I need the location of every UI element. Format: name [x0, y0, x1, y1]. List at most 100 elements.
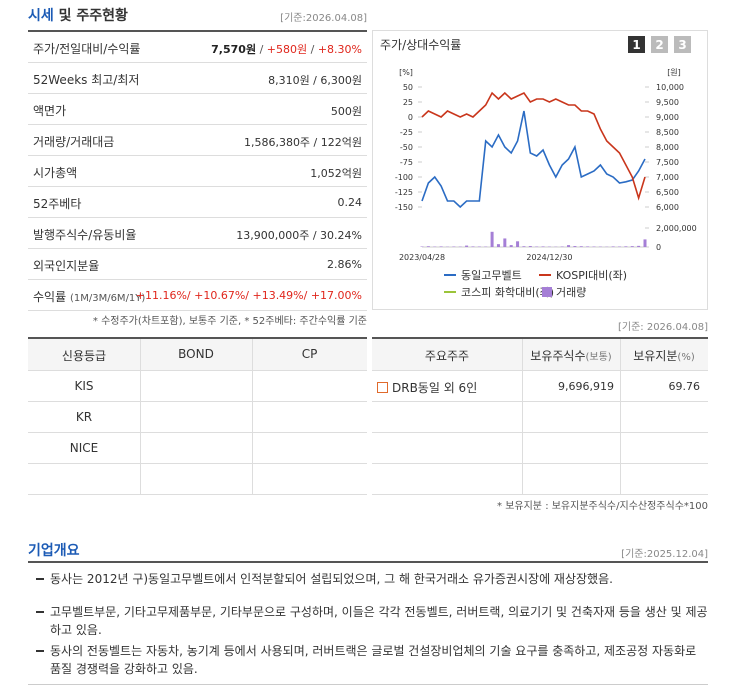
row-value: 2.86% [327, 258, 362, 271]
label-sub: (1M/3M/6M/1Y) [69, 293, 146, 304]
header-cell: 보유주식수(보통) [522, 347, 620, 364]
y-tick-label: -75 [400, 158, 413, 167]
row-value: 13,900,000주 / 30.24% [236, 227, 362, 243]
header-cell: CP [301, 347, 318, 361]
table-row: KIS [28, 371, 367, 402]
shares: 9,696,919 [558, 380, 614, 393]
page-button[interactable] [628, 36, 645, 53]
cell-divider [620, 433, 621, 464]
holder-name: DRB동일 외 6인 [392, 381, 478, 395]
cell-divider [140, 339, 141, 371]
overview-title: 기업개요 [28, 543, 80, 559]
credit-table: 신용등급 BOND CP KIS KR NICE [28, 337, 367, 495]
page-button[interactable] [651, 36, 668, 53]
y-tick-label: 50 [403, 83, 413, 92]
y-tick-label: -25 [400, 128, 413, 137]
y2-tick-label: 6,500 [656, 188, 679, 197]
label: 주가/전일대비/수익률 [33, 42, 141, 56]
table-row: 52Weeks 최고/최저 8,310원 / 6,300원 [28, 63, 367, 94]
volume-bar [471, 246, 475, 247]
note: * 수정주가(차트포함), 보통주 기준, * 52주베타: 주간수익률 기준 [92, 316, 367, 327]
table-row: NICE [28, 433, 367, 464]
volume-bar [624, 246, 628, 247]
cell-divider [252, 339, 253, 371]
y-tick-label: 25 [403, 98, 413, 107]
legend-swatch [542, 287, 552, 297]
page-button-label[interactable]: 1 [632, 38, 640, 52]
header-text: 보유지분 [633, 349, 678, 363]
table-row: KR [28, 402, 367, 433]
legend-label: 코스피 화학대비(좌) [461, 286, 554, 299]
chart-panel [372, 30, 708, 310]
label: 발행주식수/유동비율 [33, 228, 137, 242]
header-cell: 신용등급 [61, 349, 107, 363]
quote-table: 주가/전일대비/수익률 7,570원 / +580원 / +8.30% 52Week… [28, 30, 367, 313]
date: [기준:2026.04.08] [280, 13, 367, 24]
label: 시가총액 [33, 166, 78, 180]
header-cell: 보유지분(%) [620, 347, 708, 364]
page-button-label[interactable]: 3 [678, 38, 686, 52]
row-label: 주가/전일대비/수익률 [33, 40, 140, 57]
y2-tick-label: 6,000 [656, 203, 679, 212]
page-button[interactable] [674, 36, 691, 53]
title-main: 시세 [28, 8, 54, 24]
table-row: DRB동일 외 6인 9,696,919 69.76 [372, 371, 708, 402]
value: / [256, 43, 267, 56]
volume-bar [579, 246, 583, 247]
bullet [36, 611, 44, 613]
row-label: 외국인지분율 [33, 257, 99, 274]
header-sub: (보통) [585, 352, 612, 363]
overview-list: 동사는 2012년 구)동일고무벨트에서 인적분할되어 설립되었으며, 그 해 … [28, 568, 708, 685]
cell-divider [252, 402, 253, 433]
volume-tick-label: 2,000,000 [656, 224, 697, 233]
volume-bar [637, 245, 641, 247]
row-label: 52주베타 [33, 195, 81, 212]
label: 수익률 [33, 290, 67, 304]
row-value: 0.24 [338, 196, 363, 209]
row-value: 1,586,380주 / 122억원 [244, 134, 362, 150]
table-row: 액면가 500원 [28, 94, 367, 125]
value: 500원 [330, 105, 362, 118]
cell-divider [140, 371, 141, 402]
table-row: 발행주식수/유동비율 13,900,000주 / 30.24% [28, 218, 367, 249]
y2-tick-label: 8,000 [656, 143, 679, 152]
bullet [36, 650, 44, 652]
volume-bar [522, 246, 526, 247]
value: +580원 [266, 43, 308, 56]
value: 13,900,000주 / 30.24% [236, 229, 362, 242]
chart: 주가/상대수익률 1 2 3 [%] [원] 50 25 0 -25 -50 -75 -100 -125 -… [380, 36, 697, 299]
header-cell: 주요주주 [372, 347, 522, 364]
value: 1,052억원 [310, 167, 362, 180]
chart-title: 주가/상대수익률 [380, 38, 461, 52]
agency: KIS [74, 379, 94, 393]
label: 액면가 [33, 104, 67, 118]
expand-icon[interactable] [377, 382, 388, 393]
table-row [28, 464, 367, 495]
table-row: 거래량/거래대금 1,586,380주 / 122억원 [28, 125, 367, 156]
label: 거래량/거래대금 [33, 135, 115, 149]
y-tick-label: 0 [408, 113, 413, 122]
volume-bar [611, 246, 615, 247]
volume-bar [643, 239, 647, 247]
cell-divider [140, 464, 141, 495]
cell-divider [620, 371, 621, 402]
header-cell: BOND [178, 347, 214, 361]
y2-tick-label: 7,500 [656, 158, 679, 167]
y-tick-label: -125 [395, 188, 413, 197]
header-sub: (%) [677, 352, 695, 363]
y2-tick-label: 8,500 [656, 128, 679, 137]
value: +11.16%/ +10.67%/ +13.49%/ +17.00% [135, 289, 362, 302]
value: / [307, 43, 318, 56]
header-row: 주요주주 보유주식수(보통) 보유지분(%) [372, 339, 708, 371]
header-text: 보유주식수 [530, 349, 586, 363]
page-button-label[interactable]: 2 [655, 38, 663, 52]
volume-bar [630, 246, 634, 247]
row-label: 시가총액 [33, 164, 77, 181]
table-row: 수익률 (1M/3M/6M/1Y) +11.16%/ +10.67%/ +13.4… [28, 280, 367, 311]
legend-label: 동일고무벨트 [461, 268, 522, 282]
cell-divider [140, 402, 141, 433]
cell-divider [522, 402, 523, 433]
row-label: 52Weeks 최고/최저 [33, 71, 139, 88]
cell-divider [620, 464, 621, 495]
